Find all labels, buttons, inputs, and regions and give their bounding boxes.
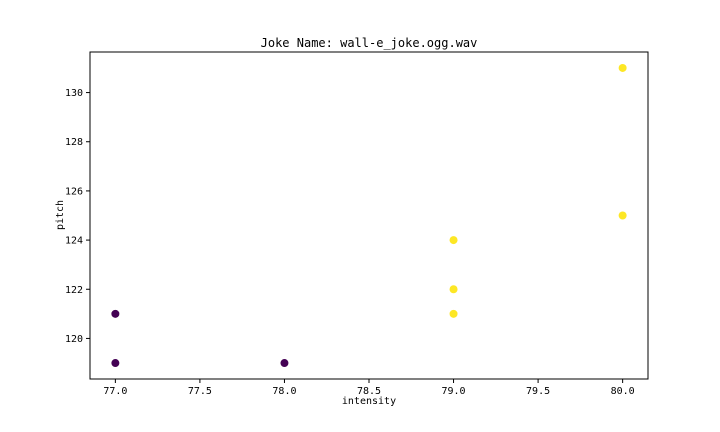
x-tick-label: 79.5: [526, 386, 550, 397]
data-point: [449, 309, 458, 318]
y-tick-label: 122: [65, 285, 83, 296]
data-points: [111, 63, 627, 368]
chart-title: Joke Name: wall-e_joke.ogg.wav: [261, 36, 478, 50]
y-tick-label: 130: [65, 88, 83, 99]
y-tick-label: 126: [65, 186, 83, 197]
plot-frame: [89, 51, 649, 380]
x-tick-label: 80.0: [611, 386, 635, 397]
data-point: [618, 63, 627, 72]
y-axis-label: pitch: [55, 200, 66, 230]
data-point: [618, 211, 627, 220]
y-axis: 120 122 124 126 128 130: [65, 88, 90, 345]
x-tick-label: 77.0: [103, 386, 127, 397]
x-tick-label: 78.0: [272, 386, 296, 397]
x-axis: 77.0 77.5 78.0 78.5 79.0 79.5 80.0: [103, 379, 635, 397]
x-tick-label: 78.5: [357, 386, 381, 397]
data-point: [111, 359, 120, 368]
data-point: [111, 309, 120, 318]
y-tick-label: 120: [65, 334, 83, 345]
data-point: [449, 236, 458, 245]
data-point: [449, 285, 458, 294]
y-tick-label: 124: [65, 236, 83, 247]
x-axis-label: intensity: [342, 396, 396, 407]
y-tick-label: 128: [65, 137, 83, 148]
x-tick-label: 79.0: [441, 386, 465, 397]
x-tick-label: 77.5: [188, 386, 212, 397]
data-point: [280, 359, 289, 368]
